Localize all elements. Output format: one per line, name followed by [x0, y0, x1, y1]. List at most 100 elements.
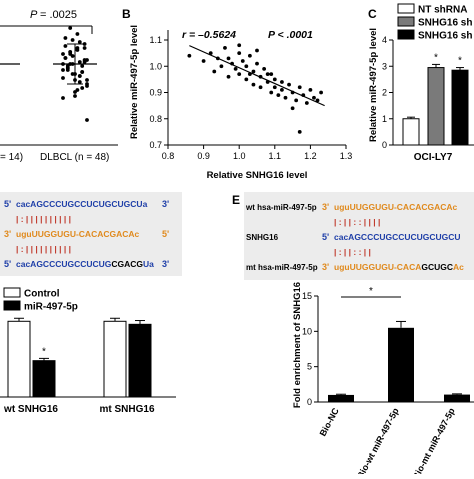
panel-b-y-tick-label: 1.1	[149, 35, 162, 45]
panel-c-bar	[451, 69, 469, 146]
panel-a-cat-left: = 14)	[0, 152, 23, 163]
panel-b-point	[244, 77, 249, 82]
panel-a-dots	[61, 26, 89, 122]
panel-a-dot	[80, 64, 85, 68]
panel-a-cat-right: DLBCL (n = 48)	[40, 152, 109, 163]
panel-c-legend-label: SNHG16 sh	[418, 31, 472, 42]
panel-b-point	[226, 56, 231, 61]
panel-d-legend-label: Control	[24, 289, 60, 300]
panel-b-point	[269, 90, 274, 95]
panel-b-point	[287, 82, 291, 87]
panel-b-y-tick-label: 0.9	[149, 88, 162, 98]
panel-b-point	[237, 43, 242, 48]
panel-a-dot	[77, 74, 82, 78]
panel-e-seq-prefix: 3'	[322, 202, 329, 212]
panel-b-x-tick-label: 0.8	[162, 151, 175, 161]
panel-b-point	[240, 59, 245, 63]
panel-d-seq-prefix: 3'	[4, 229, 11, 239]
panel-c-y-tick-label: 4	[382, 35, 387, 45]
panel-b-y-tick-label: 0.8	[149, 114, 162, 124]
panel-b-fit-line	[189, 45, 325, 107]
panel-a-dot	[68, 50, 73, 54]
panel-e-bars: Bio-NC Bio-wt miR-497-5p Bio-mt miR-497-5p…	[318, 286, 470, 479]
panel-b-x-ticks: 0.8 0.9 1.0 1.1 1.2 1.3	[162, 145, 353, 161]
panel-e-y-tick-label: 10	[302, 326, 312, 336]
panel-a-dot	[61, 76, 65, 80]
panel-b-point	[255, 48, 259, 53]
panel-c-y-tick-label: 1	[382, 114, 387, 124]
panel-c-y-tick-label: 2	[382, 88, 387, 98]
panel-b-point	[269, 72, 274, 77]
panel-e: E wt hsa-miR-497-5p 3' uguUUGGUGU-CACACGAC…	[232, 192, 474, 479]
panel-e-bar	[444, 394, 470, 402]
panel-b-point	[294, 98, 299, 103]
panel-c-letter: C	[368, 7, 377, 21]
panel-d-seq-part: Ua	[143, 259, 154, 269]
panel-a-dot	[85, 84, 89, 88]
panel-d-seq-text: cacAGCCCUGCCUCUGCGACGUa	[16, 259, 154, 269]
panel-e-seq-mutation: GCUGC	[421, 262, 453, 272]
panel-e-y-ticks: 0 5 10 15	[302, 291, 318, 407]
panel-b-y-ticks: 0.7 0.8 0.9 1.0 1.1	[149, 35, 168, 150]
panel-b-point	[308, 87, 313, 92]
panel-a-dot	[77, 40, 82, 44]
panel-a-dot	[85, 78, 89, 82]
panel-b-point	[251, 69, 256, 74]
panel-e-letter: E	[232, 193, 240, 207]
panel-e-seq-text: | : | | : : | | | |	[334, 217, 380, 227]
panel-b-point	[280, 87, 284, 92]
panel-c-y-ticks: 0 1 2 3 4	[382, 35, 393, 150]
panel-b-x-tick-label: 1.2	[304, 151, 317, 161]
panel-d-seq-text: | : | | | | | | | | | |	[16, 214, 71, 224]
panel-d-seq-suffix: 5'	[162, 229, 169, 239]
panel-b-xlabel: Relative SNHG16 level	[207, 170, 308, 181]
panel-b-point	[237, 72, 242, 77]
panel-d-legend-label: miR-497-5p	[24, 302, 78, 313]
panel-c-legend-swatch	[397, 29, 415, 40]
panel-b-point	[226, 74, 231, 79]
panel-e-row-label: SNHG16	[246, 233, 279, 242]
panel-e-row-label: wt hsa-miR-497-5p	[245, 203, 317, 212]
panel-c-star: *	[434, 52, 438, 63]
panel-b-point	[272, 77, 277, 82]
panel-c-y-tick-label: 0	[382, 140, 387, 150]
panel-d-category-label: mt SNHG16	[99, 404, 154, 415]
panel-b-ylabel: Relative miR-497-5p level	[129, 25, 140, 139]
panel-b-point	[280, 80, 284, 84]
panel-e-seq-prefix: 5'	[322, 232, 329, 242]
panel-a-dot	[70, 72, 75, 76]
panel-a-dot	[85, 58, 89, 62]
panel-e-category-label: Bio-mt miR-497-5p	[411, 406, 457, 474]
panel-a-dot	[73, 94, 77, 98]
panel-b-point	[276, 93, 281, 98]
panel-a: P = .0025 = 14) DLBCL (n = 48)	[0, 9, 118, 163]
panel-a-dot	[61, 96, 65, 100]
panel-e-category-label: Bio-wt miR-497-5p	[355, 406, 401, 474]
panel-d-bar	[128, 323, 152, 398]
panel-e-y-tick-label: 5	[307, 362, 312, 372]
panel-b-y-tick-label: 0.7	[149, 140, 162, 150]
panel-d-star: *	[42, 346, 46, 357]
panel-e-row-label: mt hsa-miR-497-5p	[246, 263, 318, 272]
panel-c-star: *	[458, 56, 462, 67]
panel-a-dot	[82, 42, 87, 46]
panel-d-seq-text: cacAGCCCUGCCUCUGCUGCUa	[16, 199, 148, 209]
panel-a-dot	[85, 118, 89, 122]
panel-b-point	[315, 98, 320, 103]
panel-b-point	[272, 85, 277, 90]
panel-b-x-tick-label: 1.3	[340, 151, 353, 161]
panel-b-point	[251, 82, 256, 87]
panel-e-seq-part: Ac	[453, 262, 464, 272]
panel-e-seq-prefix: 3'	[322, 262, 329, 272]
panel-a-dot	[61, 52, 65, 56]
panel-a-dot	[63, 56, 68, 60]
panel-c-ylabel: Relative miR-497-5p level	[368, 28, 379, 142]
panel-b-point	[237, 51, 242, 56]
panel-d-seq-mutation: CGACG	[111, 259, 143, 269]
panel-d-seq-prefix: 5'	[4, 199, 11, 209]
panel-b-point	[219, 64, 224, 69]
panel-b-point	[312, 95, 316, 100]
panel-d-legend-swatch	[3, 300, 21, 311]
